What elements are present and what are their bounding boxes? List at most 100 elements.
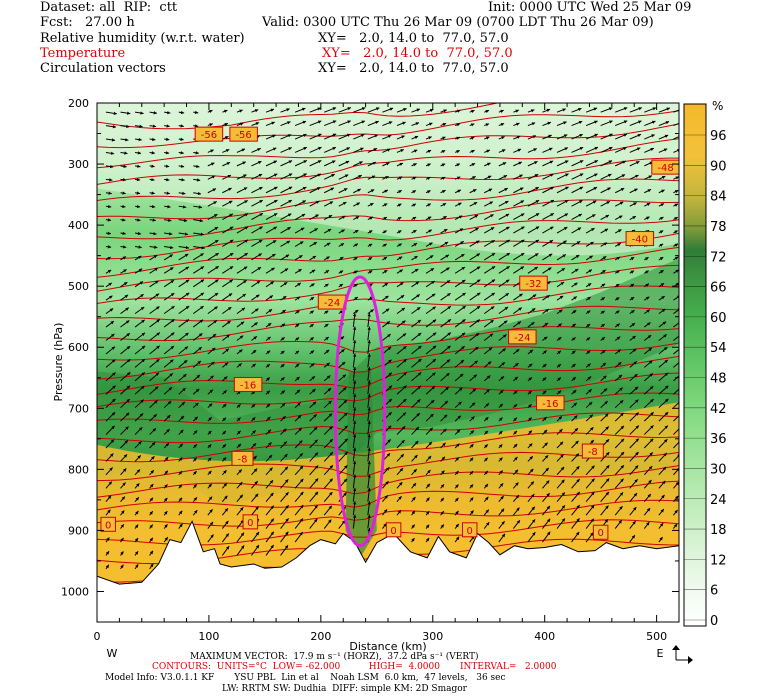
circulation-vector — [352, 501, 357, 516]
y-tick-label: 800 — [68, 463, 89, 476]
circulation-vector — [396, 162, 404, 167]
circulation-vector — [658, 425, 669, 435]
circulation-vector — [411, 135, 419, 140]
circulation-vector — [483, 521, 490, 529]
circulation-vector — [673, 176, 679, 180]
circulation-vector — [265, 295, 274, 301]
circulation-vector — [367, 447, 371, 462]
circulation-vector — [644, 216, 650, 221]
circulation-vector — [614, 187, 625, 194]
circulation-vector — [309, 336, 315, 341]
circulation-vector — [454, 240, 465, 247]
circulation-vector — [163, 414, 171, 422]
circulation-vector — [367, 175, 376, 180]
circulation-vector — [396, 509, 402, 516]
circulation-vector — [207, 430, 212, 435]
circulation-vector — [425, 358, 437, 368]
circulation-vector — [294, 159, 308, 167]
circulation-vector — [411, 255, 418, 261]
circulation-vector — [280, 108, 290, 113]
circulation-vector — [280, 121, 291, 127]
circulation-vector — [309, 200, 320, 207]
circulation-vector — [221, 456, 227, 462]
y-tick-label: 1000 — [61, 585, 89, 598]
circulation-vector — [294, 146, 308, 153]
circulation-vector — [367, 407, 371, 422]
circulation-vector — [629, 412, 640, 422]
circulation-vector — [396, 230, 402, 234]
circulation-vector — [149, 399, 158, 409]
circulation-vector — [658, 308, 666, 315]
circulation-vector — [105, 256, 111, 261]
circulation-vector — [120, 537, 124, 543]
circulation-vector — [629, 202, 637, 207]
circulation-vector — [323, 310, 329, 315]
circulation-vector — [120, 345, 131, 355]
isotherm-contour — [97, 157, 679, 201]
circulation-vector — [382, 523, 387, 529]
circulation-vector — [193, 218, 204, 223]
circulation-vector — [614, 451, 625, 462]
circulation-vector — [323, 413, 333, 422]
circulation-vector — [411, 496, 416, 503]
circulation-vector — [236, 239, 249, 247]
circulation-vector — [163, 345, 175, 355]
circulation-vector — [120, 164, 127, 169]
circulation-vector — [251, 506, 259, 516]
circulation-vector — [411, 399, 421, 409]
isotherm-contour — [97, 232, 679, 278]
circulation-vector — [454, 228, 464, 234]
circulation-vector — [280, 441, 288, 449]
circulation-vector — [221, 469, 227, 476]
circulation-vector — [469, 188, 477, 194]
circulation-vector — [207, 375, 214, 382]
circulation-vector — [542, 531, 551, 543]
circulation-vector — [323, 425, 333, 435]
circulation-vector — [251, 416, 256, 422]
circulation-vector — [265, 212, 278, 221]
circulation-vector — [236, 481, 243, 489]
circulation-vector — [222, 161, 231, 167]
circulation-vector — [265, 322, 272, 328]
circulation-vector — [178, 124, 184, 128]
circulation-vector — [542, 239, 554, 247]
circulation-vector — [644, 296, 650, 301]
circulation-vector — [265, 281, 275, 288]
circulation-vector — [498, 403, 504, 409]
circulation-vector — [644, 147, 655, 153]
circulation-vector — [469, 457, 474, 462]
circulation-vector — [222, 265, 234, 274]
physics-info-label: LW: RRTM SW: Dudhia DIFF: simple KM: 2D … — [222, 684, 467, 694]
circulation-vector — [396, 425, 406, 435]
svg-text:-56: -56 — [235, 130, 251, 141]
circulation-vector — [643, 398, 654, 409]
circulation-vector — [207, 279, 219, 288]
circulation-vector — [673, 495, 679, 503]
circulation-vector — [251, 253, 263, 261]
circulation-vector — [600, 400, 609, 409]
circulation-vector — [396, 385, 407, 395]
circulation-vector — [149, 372, 160, 382]
circulation-vector — [629, 296, 635, 301]
circulation-vector — [353, 188, 362, 194]
circulation-vector — [440, 345, 451, 355]
circulation-vector — [600, 160, 613, 167]
circulation-vector — [323, 451, 334, 462]
circulation-vector — [353, 161, 363, 167]
circulation-vector — [105, 308, 114, 315]
circulation-vector — [149, 469, 155, 476]
circulation-vector — [484, 188, 493, 194]
circulation-vector — [192, 292, 205, 301]
circulation-vector — [469, 360, 478, 368]
circulation-vector — [396, 358, 408, 368]
circulation-vector — [411, 454, 418, 462]
circulation-vector — [309, 504, 319, 516]
circulation-vector — [134, 385, 145, 395]
colorbar-tick-label: 42 — [710, 402, 727, 417]
circulation-vector — [454, 163, 461, 167]
circulation-vector — [149, 524, 154, 529]
circulation-vector — [178, 178, 185, 182]
circulation-vector — [367, 216, 374, 221]
circulation-vector — [382, 269, 388, 274]
circulation-vector — [425, 255, 434, 261]
